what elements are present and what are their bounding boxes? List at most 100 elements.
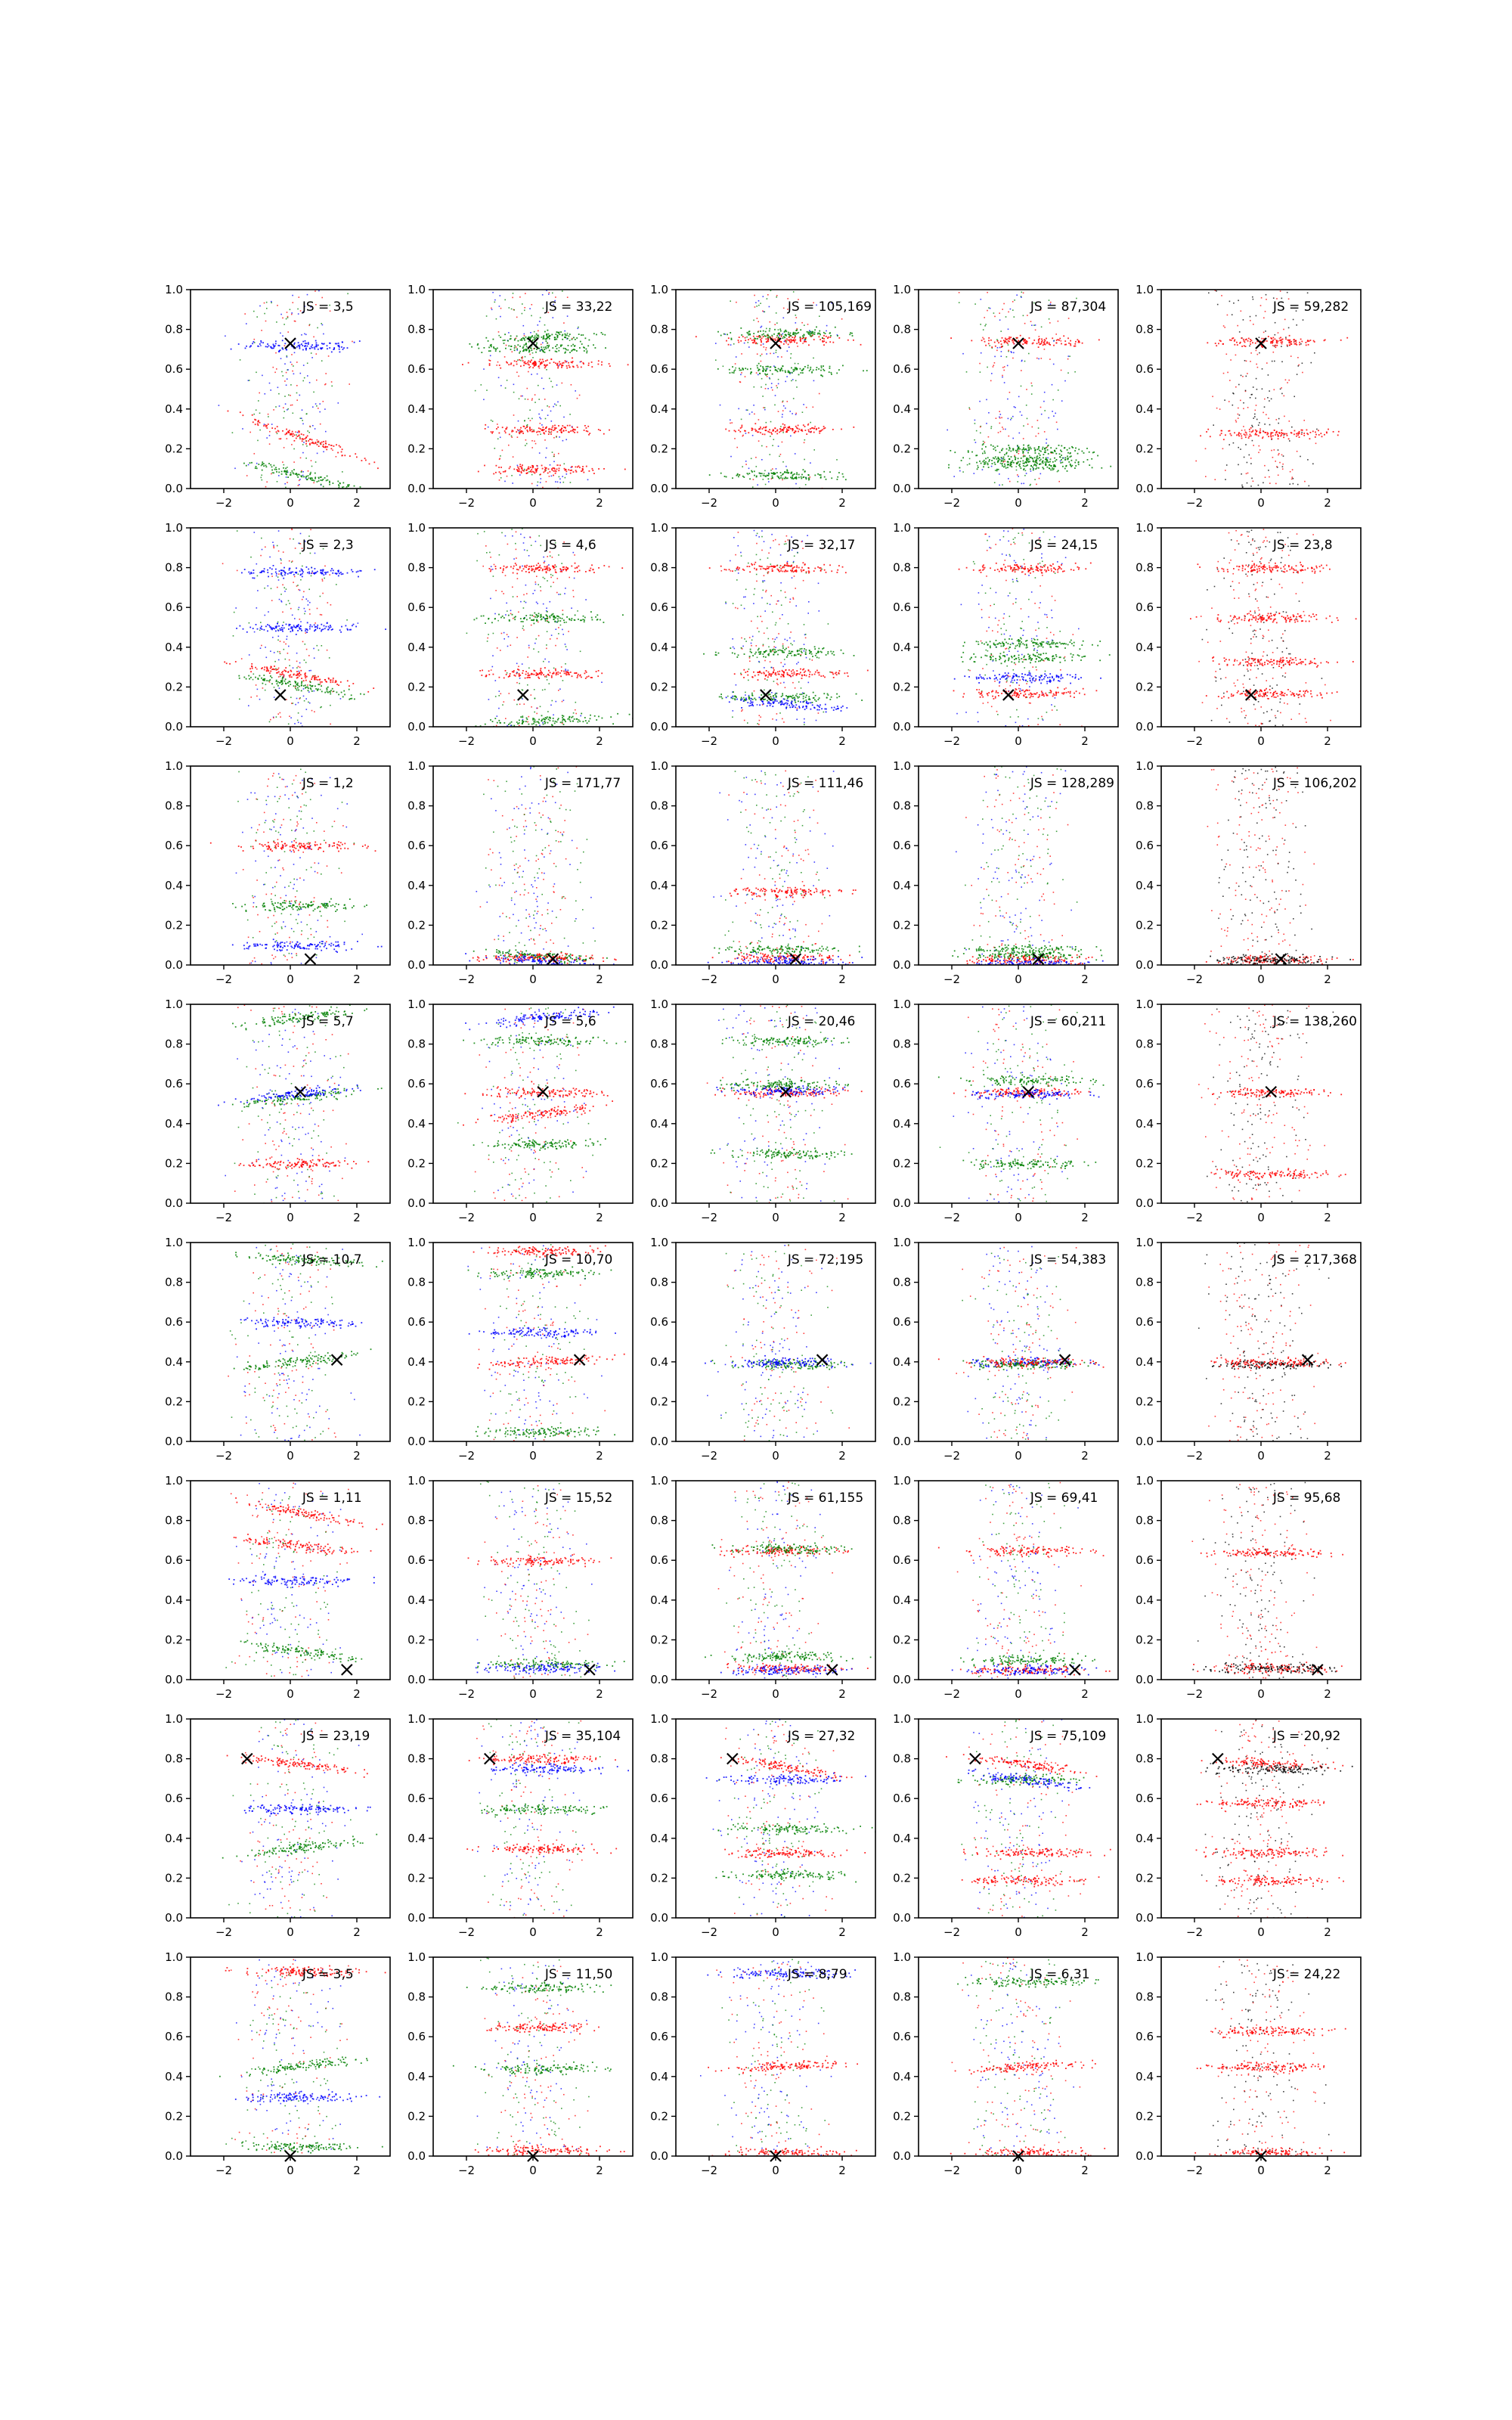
point — [1259, 431, 1262, 433]
point — [1030, 470, 1032, 472]
point — [306, 622, 308, 624]
point — [531, 349, 533, 352]
point — [1222, 343, 1224, 345]
point — [576, 566, 578, 569]
point — [531, 706, 532, 708]
point — [547, 405, 548, 407]
point — [314, 626, 316, 628]
point — [1057, 389, 1059, 391]
point — [822, 337, 823, 339]
point — [275, 668, 277, 670]
point — [242, 428, 243, 430]
point — [782, 414, 783, 415]
subplot-r1-c3: −2 0 20.00.20.40.60.81.0JS = 105,169 — [650, 283, 876, 510]
point — [550, 358, 553, 361]
point — [782, 473, 783, 476]
point — [508, 364, 510, 366]
point — [286, 438, 288, 439]
point — [572, 589, 574, 591]
point — [248, 622, 250, 624]
point — [765, 383, 767, 386]
point — [1256, 363, 1257, 365]
point — [823, 426, 825, 427]
point — [728, 368, 730, 371]
point — [1232, 392, 1234, 394]
point — [239, 411, 241, 414]
point — [553, 405, 554, 408]
point — [1206, 431, 1207, 433]
point — [252, 343, 253, 345]
point — [1212, 396, 1213, 398]
point — [305, 476, 307, 478]
point — [283, 648, 285, 650]
point — [303, 442, 305, 443]
point — [531, 429, 533, 430]
point — [313, 572, 314, 574]
point — [1230, 434, 1232, 436]
point — [1225, 479, 1226, 480]
point — [971, 340, 973, 342]
point — [297, 476, 299, 478]
point — [538, 563, 539, 564]
point — [289, 681, 291, 683]
point — [792, 428, 794, 430]
point — [275, 352, 277, 354]
point — [324, 572, 326, 573]
point — [544, 364, 546, 366]
point — [319, 476, 321, 478]
point — [1287, 382, 1288, 383]
point — [832, 429, 834, 430]
point — [321, 630, 322, 632]
point — [511, 430, 513, 432]
point — [1047, 445, 1049, 446]
point — [1012, 340, 1013, 342]
point — [1281, 297, 1283, 299]
point — [547, 674, 549, 675]
point — [297, 342, 299, 344]
point — [559, 672, 561, 674]
point — [549, 551, 551, 553]
point — [1030, 448, 1032, 450]
point — [322, 628, 324, 631]
point — [519, 358, 520, 361]
point — [1032, 342, 1034, 344]
point — [1043, 341, 1046, 343]
point — [330, 569, 332, 572]
point — [1021, 482, 1023, 485]
point — [1002, 376, 1003, 378]
cross-marker — [284, 337, 296, 349]
point — [1024, 322, 1026, 324]
point — [1079, 341, 1080, 343]
point — [1033, 324, 1035, 326]
point — [278, 405, 280, 407]
point — [547, 336, 550, 338]
point — [319, 683, 321, 685]
point — [777, 445, 779, 447]
point — [539, 564, 541, 566]
point — [534, 440, 535, 442]
point — [571, 338, 573, 340]
point — [1277, 474, 1279, 476]
point — [339, 446, 342, 448]
point — [1280, 435, 1282, 437]
point — [539, 428, 541, 430]
point — [300, 471, 302, 473]
point — [1271, 438, 1273, 440]
point — [1266, 433, 1269, 436]
point — [315, 572, 317, 574]
point — [283, 675, 285, 677]
point — [346, 572, 349, 574]
point — [499, 458, 500, 460]
point — [288, 628, 290, 630]
point — [531, 447, 533, 448]
point — [995, 449, 996, 451]
point — [785, 334, 787, 336]
point — [1225, 464, 1228, 466]
point — [257, 424, 259, 427]
point — [525, 343, 527, 346]
point — [349, 698, 351, 700]
point — [498, 458, 500, 461]
point — [770, 432, 773, 433]
point — [974, 442, 977, 443]
point — [303, 700, 305, 702]
